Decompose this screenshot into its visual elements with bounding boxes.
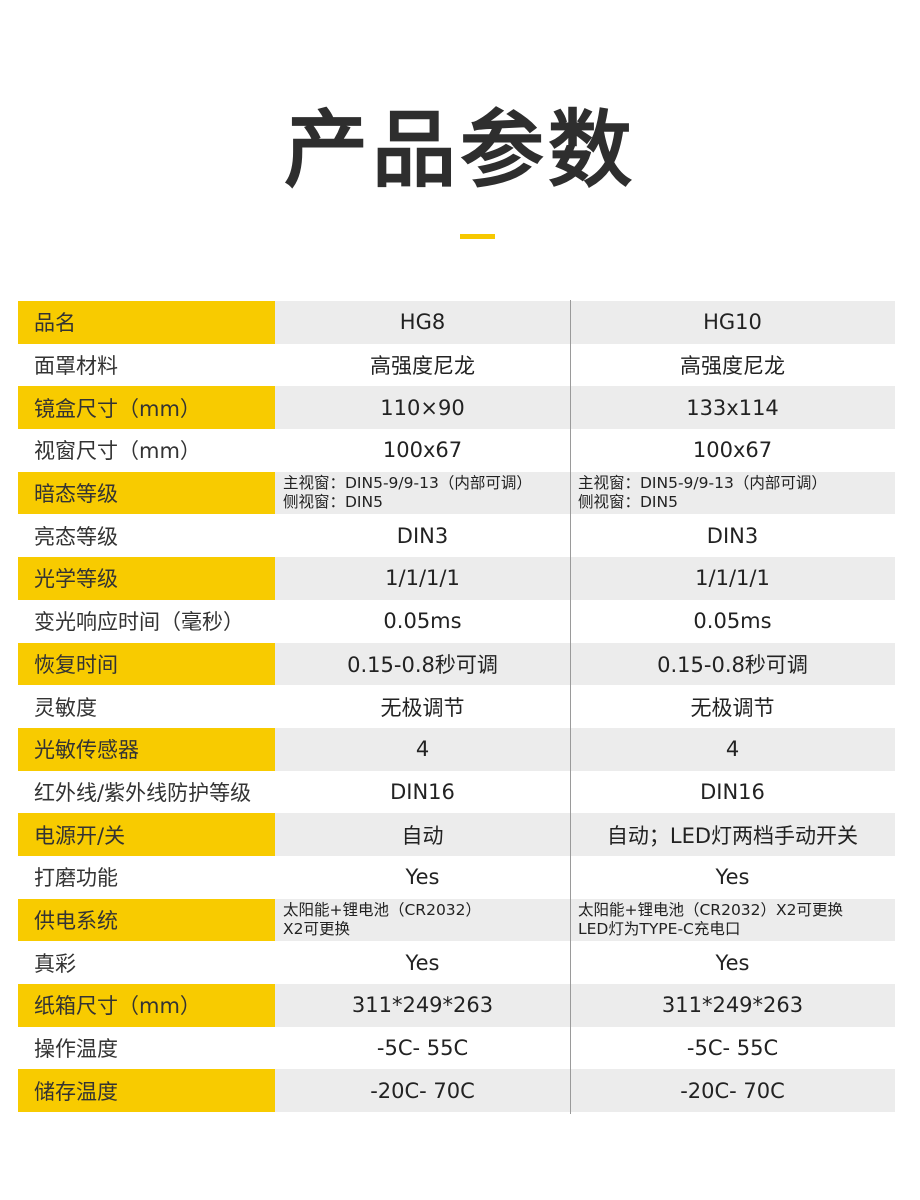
spec-label: 灵敏度 [34,695,97,720]
hg10-value: 无极调节 [690,695,775,720]
hg8-value: -20C- 70C [275,1069,570,1113]
hg10-value: 高强度尼龙 [680,354,785,379]
spec-label: 储存温度 [18,1069,275,1113]
table-row: 镜盒尺寸（mm） 110×90 133x114 [18,386,895,430]
hg8-value: 0.15-0.8秒可调 [275,642,570,686]
hg8-value: 无极调节 [380,695,465,720]
spec-label: 品名 [18,301,275,344]
hg10-value: 太阳能+锂电池（CR2032）X2可更换 LED灯为TYPE-C充电口 [570,898,895,942]
table-row: 光敏传感器 4 4 [18,727,895,771]
spec-label: 红外线/紫外线防护等级 [34,780,252,805]
spec-label: 电源开/关 [18,813,275,856]
hg10-value: 0.05ms [693,609,772,634]
hg10-value: 1/1/1/1 [570,557,895,600]
cell-line: 太阳能+锂电池（CR2032） [283,900,482,919]
hg8-value: 100x67 [382,438,463,463]
spec-label: 面罩材料 [34,354,118,379]
hg8-value: 110×90 [275,386,570,430]
spec-label: 真彩 [34,951,76,976]
table-row: 储存温度 -20C- 70C -20C- 70C [18,1069,895,1113]
table-row: 红外线/紫外线防护等级 DIN16 DIN16 [18,771,895,814]
spec-label: 镜盒尺寸（mm） [18,386,275,430]
hg8-value: 0.05ms [383,609,462,634]
hg8-value: -5C- 55C [376,1036,469,1061]
table-row: 面罩材料 高强度尼龙 高强度尼龙 [18,344,895,387]
hg8-value: DIN3 [396,523,449,548]
cell-line: 侧视窗：DIN5 [578,493,678,512]
spec-label: 光敏传感器 [18,727,275,771]
spec-label: 恢复时间 [18,642,275,686]
hg10-value: 4 [570,727,895,771]
title-accent-bar [460,234,495,239]
cell-line: 主视窗：DIN5-9/9-13（内部可调） [283,474,532,493]
hg8-value: Yes [405,950,440,975]
table-row: 打磨功能 Yes Yes [18,856,895,899]
hg8-value: DIN16 [390,779,455,804]
table-row: 亮态等级 DIN3 DIN3 [18,514,895,557]
spec-label: 操作温度 [34,1037,118,1062]
cell-line: 主视窗：DIN5-9/9-13（内部可调） [578,474,827,493]
hg10-value: -5C- 55C [686,1036,779,1061]
hg8-value: 自动 [275,813,570,856]
table-row: 操作温度 -5C- 55C -5C- 55C [18,1027,895,1070]
hg10-value: DIN3 [706,523,759,548]
hg10-value: Yes [715,865,750,890]
hg10-value: 主视窗：DIN5-9/9-13（内部可调） 侧视窗：DIN5 [570,471,895,515]
hg10-value: Yes [715,950,750,975]
spec-label: 光学等级 [18,557,275,600]
hg8-value: 高强度尼龙 [370,354,475,379]
spec-label: 暗态等级 [18,471,275,515]
hg10-value: HG10 [570,301,895,344]
spec-label: 亮态等级 [34,524,118,549]
hg8-value: 太阳能+锂电池（CR2032） X2可更换 [275,898,570,942]
hg8-value: 主视窗：DIN5-9/9-13（内部可调） 侧视窗：DIN5 [275,471,570,515]
table-row: 真彩 Yes Yes [18,941,895,984]
hg10-value: 100x67 [692,438,773,463]
hg10-value: 133x114 [570,386,895,430]
spec-table: 品名 HG8 HG10 面罩材料 高强度尼龙 高强度尼龙镜盒尺寸（mm） 110×90 133… [18,301,895,1113]
hg8-value: 4 [275,727,570,771]
hg10-value: -20C- 70C [570,1069,895,1113]
hg8-value: 1/1/1/1 [275,557,570,600]
table-row: 品名 HG8 HG10 [18,301,895,344]
table-row: 变光响应时间（毫秒） 0.05ms 0.05ms [18,600,895,643]
cell-line: X2可更换 [283,919,350,938]
spec-label: 打磨功能 [34,866,118,891]
spec-label: 供电系统 [18,898,275,942]
hg10-value: 自动；LED灯两档手动开关 [570,813,895,856]
hg10-value: DIN16 [700,779,765,804]
table-row: 暗态等级 主视窗：DIN5-9/9-13（内部可调） 侧视窗：DIN5 主视窗：DIN… [18,471,895,515]
page-title: 产品参数 [283,101,636,199]
hg8-value: HG8 [275,301,570,344]
column-divider [570,300,571,1114]
table-row: 电源开/关 自动 自动；LED灯两档手动开关 [18,813,895,856]
table-row: 光学等级 1/1/1/1 1/1/1/1 [18,557,895,600]
table-row: 恢复时间 0.15-0.8秒可调 0.15-0.8秒可调 [18,642,895,686]
spec-label: 视窗尺寸（mm） [34,439,201,464]
table-row: 纸箱尺寸（mm） 311*249*263 311*249*263 [18,984,895,1027]
hg10-value: 311*249*263 [570,984,895,1027]
spec-label: 变光响应时间（毫秒） [34,610,244,635]
table-row: 视窗尺寸（mm） 100x67 100x67 [18,429,895,472]
cell-line: 侧视窗：DIN5 [283,493,383,512]
table-row: 供电系统 太阳能+锂电池（CR2032） X2可更换 太阳能+锂电池（CR2032）X… [18,898,895,942]
cell-line: LED灯为TYPE-C充电口 [578,919,741,938]
cell-line: 太阳能+锂电池（CR2032）X2可更换 [578,900,844,919]
hg8-value: 311*249*263 [275,984,570,1027]
table-row: 灵敏度 无极调节 无极调节 [18,685,895,728]
hg8-value: Yes [405,865,440,890]
spec-label: 纸箱尺寸（mm） [18,984,275,1027]
hg10-value: 0.15-0.8秒可调 [570,642,895,686]
